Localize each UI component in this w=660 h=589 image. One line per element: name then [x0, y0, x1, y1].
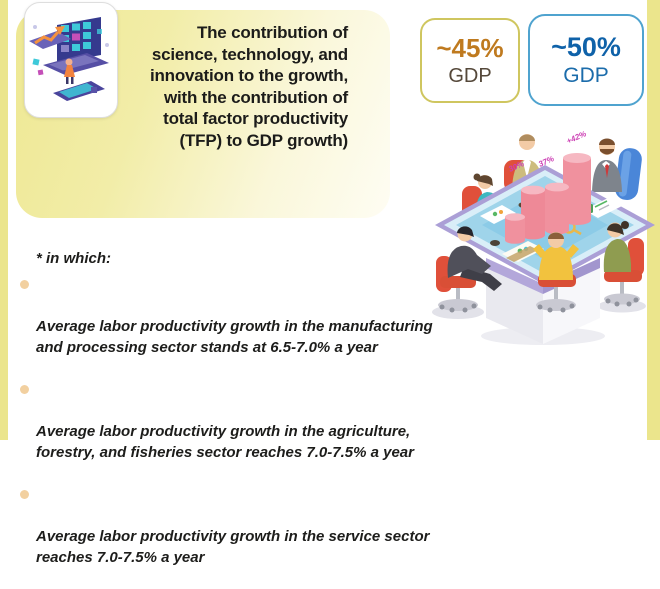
- bullet-dot-icon: [20, 385, 29, 394]
- note-text: Average labor productivity growth in the…: [36, 318, 433, 356]
- bar-chart-cylinders: [505, 153, 591, 244]
- stat-50-value: ~50%: [551, 32, 621, 62]
- notes-list: Average labor productivity growth in the…: [20, 274, 448, 589]
- person-bottom-center: [533, 232, 579, 313]
- meeting-illustration: 30% 37% +42%: [432, 129, 655, 345]
- tech-illustration-box: [24, 2, 118, 118]
- list-item: Average labor productivity growth in the…: [20, 484, 448, 568]
- list-item: Average labor productivity growth in the…: [20, 379, 448, 463]
- science-technology-icon: [29, 17, 109, 101]
- growth-label-3: +42%: [565, 129, 588, 146]
- list-item: Average labor productivity growth in the…: [20, 274, 448, 358]
- notes-intro: * in which:: [36, 250, 111, 267]
- table-items: [480, 198, 622, 262]
- right-accent-strip: [647, 0, 660, 440]
- stat-50-label: GDP: [563, 64, 609, 87]
- person-bottom-left: [436, 226, 502, 313]
- left-accent-strip: [0, 0, 8, 440]
- bullet-dot-icon: [20, 280, 29, 289]
- stat-45-value: ~45%: [436, 33, 504, 63]
- stat-box-50-gdp: ~50% GDP: [528, 14, 644, 106]
- page-title: The contribution of science, technology,…: [149, 23, 348, 150]
- person-right: [603, 221, 644, 307]
- note-text: Average labor productivity growth in the…: [36, 423, 414, 461]
- note-text: Average labor productivity growth in the…: [36, 528, 430, 566]
- person-top-right: [592, 138, 642, 201]
- bullet-dot-icon: [20, 490, 29, 499]
- stat-45-label: GDP: [448, 65, 492, 87]
- stat-box-45-gdp: ~45% GDP: [420, 18, 520, 103]
